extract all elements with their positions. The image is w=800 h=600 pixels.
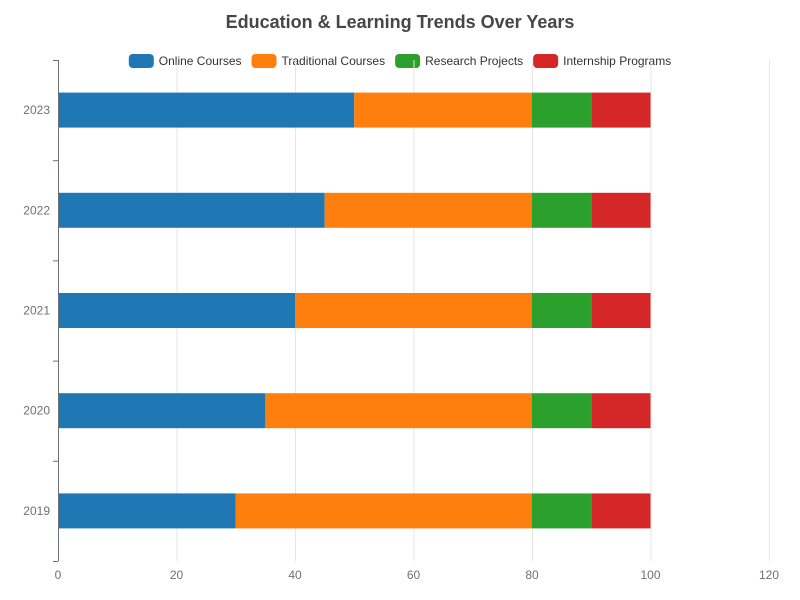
- legend-label: Traditional Courses: [282, 54, 386, 68]
- legend-swatch: [533, 54, 559, 68]
- y-tick-label: 2019: [23, 504, 50, 518]
- legend-item[interactable]: Online Courses: [128, 54, 242, 68]
- bar-segment[interactable]: [532, 192, 592, 228]
- legend-swatch: [251, 54, 277, 68]
- bar-segment[interactable]: [532, 393, 592, 429]
- y-tick-label: 2022: [23, 203, 50, 217]
- y-tick-label: 2021: [23, 304, 50, 318]
- legend-swatch: [128, 54, 154, 68]
- bar-segment[interactable]: [591, 92, 651, 128]
- x-tick-label: 20: [170, 568, 184, 582]
- axes: 2019 2020 2021 2022 2023 0 20 40 60 80 100 120: [23, 60, 779, 582]
- x-tick-label: 120: [759, 568, 779, 582]
- x-tick-label: 100: [640, 568, 660, 582]
- bar-segment[interactable]: [58, 393, 266, 429]
- bars: [58, 92, 651, 529]
- bar-segment[interactable]: [324, 192, 532, 228]
- bar-segment[interactable]: [58, 493, 236, 529]
- bar-segment[interactable]: [265, 393, 532, 429]
- bar-segment[interactable]: [58, 293, 295, 328]
- bar-segment[interactable]: [58, 192, 325, 228]
- bar-segment[interactable]: [591, 493, 651, 529]
- bar-segment[interactable]: [532, 92, 592, 128]
- legend-item[interactable]: Research Projects: [395, 54, 523, 68]
- bar-segment[interactable]: [591, 393, 651, 429]
- bar-segment[interactable]: [58, 92, 355, 128]
- x-tick-label: 60: [407, 568, 421, 582]
- y-tick-label: 2020: [23, 404, 50, 418]
- x-tick-label: 40: [288, 568, 302, 582]
- legend-label: Internship Programs: [563, 54, 671, 68]
- bar-segment[interactable]: [354, 92, 532, 128]
- bar-segment[interactable]: [591, 293, 651, 328]
- bar-segment[interactable]: [532, 293, 592, 328]
- legend-label: Research Projects: [425, 54, 523, 68]
- legend: Online Courses Traditional Courses Researc…: [128, 54, 671, 68]
- bar-segment[interactable]: [591, 192, 651, 228]
- x-tick-label: 0: [55, 568, 62, 582]
- legend-swatch: [395, 54, 421, 68]
- legend-label: Online Courses: [159, 54, 242, 68]
- bar-segment[interactable]: [532, 493, 592, 529]
- chart-title: Education & Learning Trends Over Years: [226, 12, 575, 32]
- x-tick-label: 80: [525, 568, 539, 582]
- bar-segment[interactable]: [235, 493, 532, 529]
- bar-segment[interactable]: [295, 293, 532, 328]
- legend-item[interactable]: Internship Programs: [533, 54, 671, 68]
- legend-item[interactable]: Traditional Courses: [251, 54, 386, 68]
- y-tick-label: 2023: [23, 103, 50, 117]
